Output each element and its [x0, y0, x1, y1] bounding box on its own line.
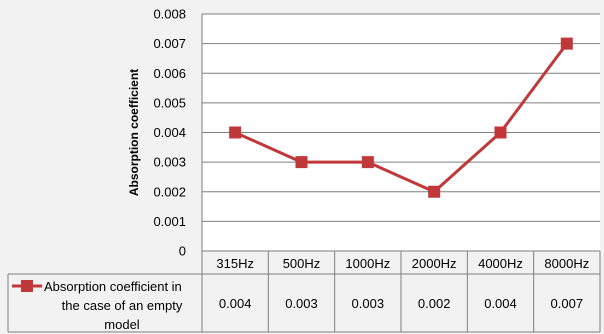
- data-point: [229, 126, 242, 139]
- y-axis-title: Absorption coefficient: [127, 69, 141, 196]
- y-tick-label: 0.006: [153, 66, 186, 81]
- y-tick-label: 0.002: [153, 184, 186, 199]
- table-value-cell: 0.004: [219, 296, 252, 311]
- y-tick-label: 0: [179, 244, 186, 259]
- table-value-cell: 0.007: [551, 296, 584, 311]
- y-tick-label: 0.007: [153, 36, 186, 51]
- x-category-label: 500Hz: [283, 256, 321, 271]
- y-tick-label: 0.005: [153, 95, 186, 110]
- data-point: [361, 156, 374, 169]
- data-point: [560, 37, 573, 50]
- data-point: [428, 185, 441, 198]
- y-tick-label: 0.004: [153, 125, 186, 140]
- x-category-label: 315Hz: [216, 256, 254, 271]
- legend-label: Absorption coefficient in: [44, 279, 182, 294]
- x-category-label: 1000Hz: [345, 256, 390, 271]
- legend-label: model: [104, 317, 140, 332]
- series-line: [234, 42, 569, 194]
- y-tick-label: 0.003: [153, 155, 186, 170]
- table-value-cell: 0.004: [484, 296, 517, 311]
- legend-marker: [21, 280, 33, 292]
- data-point: [295, 156, 308, 169]
- table-value-cell: 0.002: [418, 296, 451, 311]
- x-category-label: 2000Hz: [412, 256, 457, 271]
- y-tick-label: 0.001: [153, 214, 186, 229]
- x-category-label: 4000Hz: [478, 256, 523, 271]
- table-value-cell: 0.003: [352, 296, 385, 311]
- table-value-cell: 0.003: [285, 296, 318, 311]
- x-category-label: 8000Hz: [544, 256, 589, 271]
- data-point: [494, 126, 507, 139]
- legend-label: the case of an empty: [62, 298, 183, 313]
- y-tick-label: 0.008: [153, 7, 186, 22]
